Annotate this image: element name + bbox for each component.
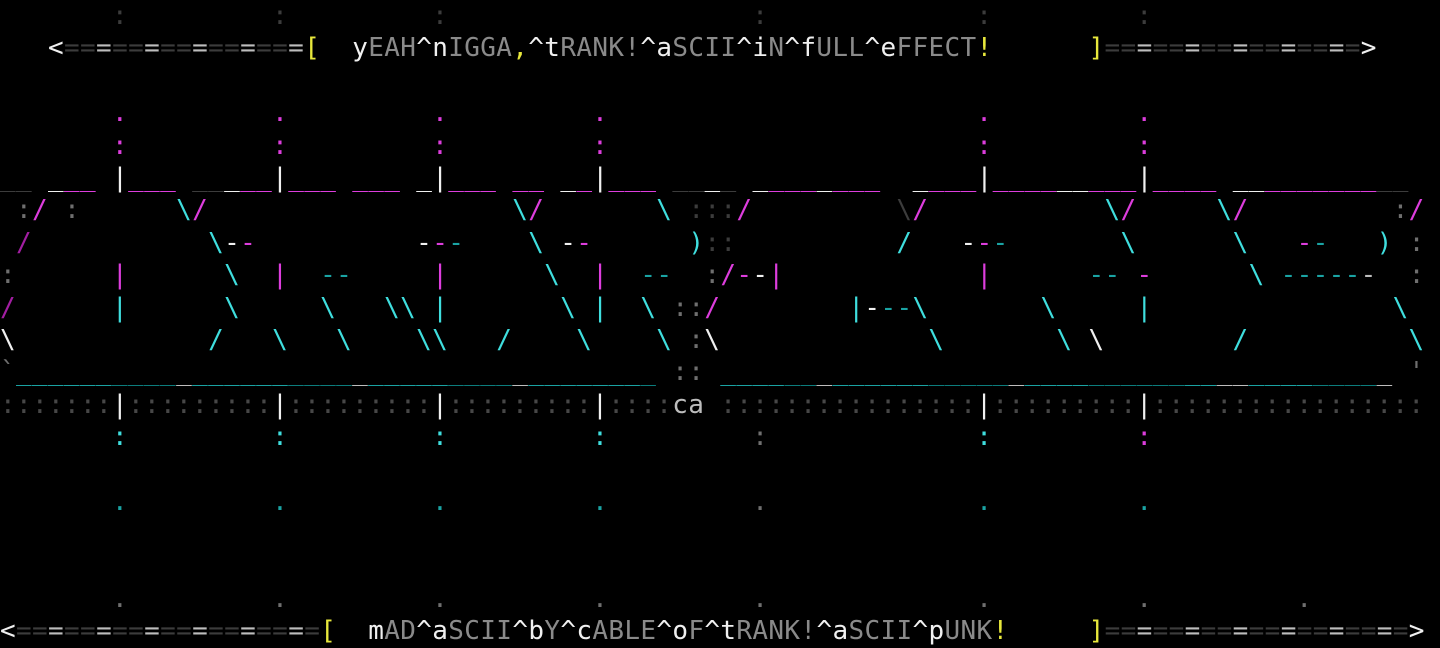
blank-row: [0, 551, 1440, 583]
baseline-dotted: :::::::|:::::::::|:::::::::|:::::::::|::…: [0, 389, 1425, 420]
guide-colons-lower: : : : : : : :: [112, 422, 1153, 453]
guide-colons: : : : : : :: [112, 130, 1153, 161]
guide-dots-bottom: . . . . . . . .: [112, 584, 1313, 615]
guide-dots-lower: . . . . . . .: [112, 486, 1153, 517]
logo-row-4: / | \ \ \\ | \ | \ ::/ |---\ \ | \: [0, 292, 1409, 323]
blank-row: [0, 518, 1440, 550]
logo-row-1: :/ : \/ \/ \ :::/ \/ \/ \/ :/: [16, 195, 1425, 226]
blank-row: [0, 453, 1440, 485]
logo-row-2: / \-- --- \ -- ):: / --- \ \ -- ) :: [16, 227, 1425, 258]
footer-banner: <===================[ mAD^aSCII^bY^cABLE…: [0, 616, 1425, 647]
logo-row-3: : | \ | -- | \ | -- :/--| | -- - \ -----…: [0, 260, 1425, 291]
blank-row: [0, 65, 1440, 97]
guide-dots-top: : : : : : :: [112, 1, 1153, 31]
logo-bottom-edge: `_______________________________________…: [0, 357, 1425, 388]
logo-row-5: \ / \ \ \\ / \ \ :\ \ \ \ / \: [0, 324, 1425, 355]
guide-dots: . . . . . .: [112, 98, 1153, 129]
header-banner: <===============[ yEAH^nIGGA,^tRANK!^aSC…: [48, 33, 1377, 64]
logo-top-edge: __ ___ |___ _____|___ ___ _|___ __ __|__…: [0, 162, 1409, 193]
